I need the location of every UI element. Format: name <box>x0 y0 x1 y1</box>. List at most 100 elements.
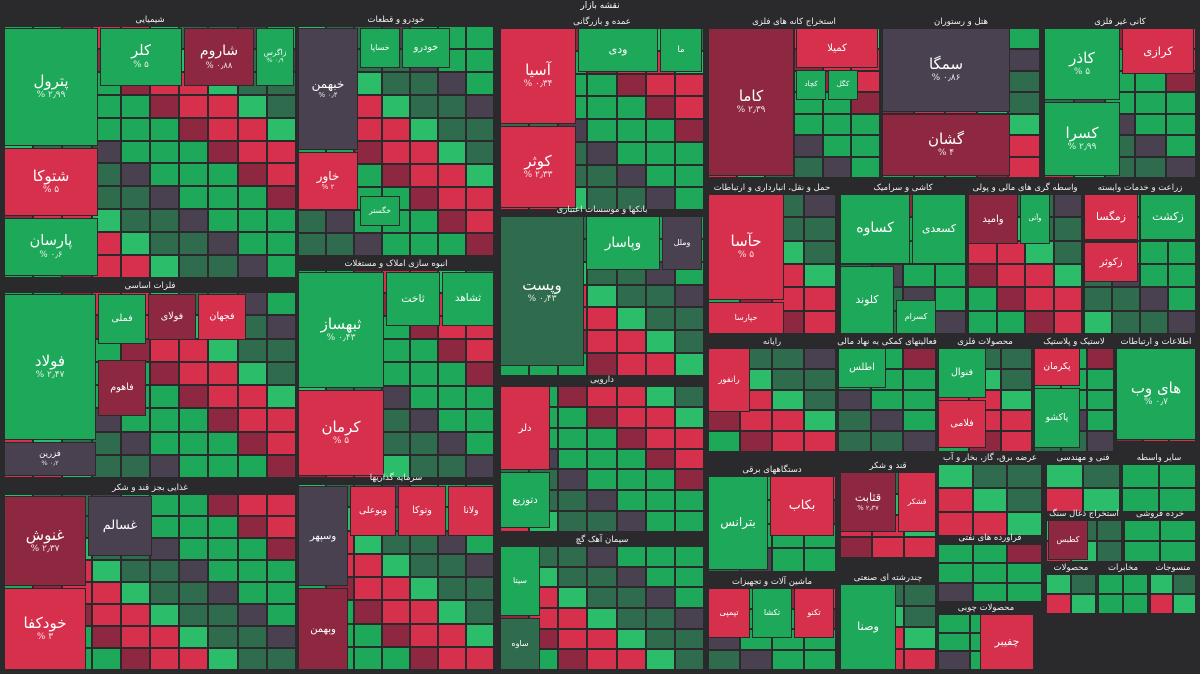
stock-change: ۳ % <box>36 631 54 642</box>
tile-filler <box>616 406 646 428</box>
stock-name: ثشاهد <box>454 292 482 305</box>
stock-tile: وآتی <box>1020 194 1050 244</box>
stock-tile: وسپهر <box>298 486 348 586</box>
tile-filler <box>587 608 617 629</box>
stock-change: ۲٫۳۹ % <box>736 104 766 115</box>
stock-name: غسالم <box>102 517 138 533</box>
tile-filler <box>208 361 238 385</box>
stock-name: خاور <box>316 169 340 184</box>
tile-filler <box>326 210 354 233</box>
tile-filler <box>972 488 1008 512</box>
tile-filler <box>904 648 936 670</box>
tile-filler <box>179 163 209 187</box>
tile-filler <box>772 431 804 452</box>
tile-filler <box>266 494 296 516</box>
tile-filler <box>1168 287 1196 311</box>
stock-tile: کلر ۵ % <box>100 28 182 86</box>
stock-name: پترول <box>33 72 69 91</box>
tile-filler <box>1083 464 1120 488</box>
tile-filler <box>208 338 238 362</box>
tile-filler <box>804 548 836 572</box>
tile-filler <box>838 410 871 432</box>
stock-name: پکرمان <box>1043 360 1071 372</box>
tile-filler <box>968 264 997 288</box>
tile-filler <box>587 73 617 97</box>
tile-filler <box>645 141 675 165</box>
tile-filler <box>120 560 150 582</box>
tile-filler <box>645 96 675 119</box>
tile-filler <box>840 536 872 558</box>
tile-filler <box>466 431 494 455</box>
stock-tile: ثبهساز ۰٫۴۳ % <box>298 272 384 388</box>
stock-tile: کرمان ۵ % <box>298 390 384 476</box>
tile-filler <box>616 608 646 629</box>
tile-filler <box>237 163 267 187</box>
tile-filler <box>120 163 150 187</box>
stock-name: چفیبر <box>994 635 1020 649</box>
tile-filler <box>266 626 296 648</box>
tile-filler <box>179 560 209 582</box>
tile-filler <box>708 431 740 452</box>
tile-filler <box>587 406 617 428</box>
stock-tile: خگستر <box>360 196 400 226</box>
tile-filler <box>208 538 238 560</box>
tile-filler <box>1007 544 1042 564</box>
stock-name: بکاب <box>788 497 816 513</box>
sector-title: حمل و نقل، انبارداری و ارتباطات <box>713 183 831 193</box>
sector-title: مخابرات <box>1107 563 1139 573</box>
stock-change: ۰٫۹ % <box>266 56 284 65</box>
stock-name: اطلس <box>849 361 875 373</box>
tile-filler <box>1007 512 1042 536</box>
sector-title: خرده فروشی <box>1136 509 1184 519</box>
stock-name: زاگرس <box>263 47 287 57</box>
stock-name: وبوعلی <box>359 504 387 516</box>
tile-filler <box>179 94 209 118</box>
tile-filler <box>438 623 466 647</box>
tile-filler <box>382 72 410 95</box>
tile-filler <box>938 651 970 670</box>
tile-filler <box>674 141 704 165</box>
tile-filler <box>674 511 704 532</box>
stock-name: کاذر <box>1069 49 1095 68</box>
tile-filler <box>120 140 150 164</box>
tile-filler <box>616 96 646 119</box>
stock-name: کلوند <box>855 293 879 307</box>
tile-filler <box>587 119 617 142</box>
tile-filler <box>938 464 973 488</box>
tile-filler <box>266 140 296 164</box>
tile-filler <box>438 72 466 95</box>
tile-filler <box>354 72 382 95</box>
tile-filler <box>740 649 772 670</box>
tile-filler <box>674 406 704 428</box>
tile-filler <box>587 353 617 376</box>
tile-filler <box>1025 287 1054 311</box>
stock-tile: خودکفا ۳ % <box>4 588 86 670</box>
tile-filler <box>1008 49 1040 71</box>
stock-tile: فولاد ۲٫۴۷ % <box>4 294 96 440</box>
tile-filler <box>616 164 646 188</box>
tile-filler <box>1135 135 1166 157</box>
tile-filler <box>674 330 704 354</box>
tile-filler <box>438 553 466 577</box>
tile-filler <box>150 454 180 478</box>
stock-tile: خساپا <box>360 28 400 68</box>
tile-filler <box>179 538 209 560</box>
tile-filler <box>1165 135 1196 157</box>
tile-filler <box>150 140 180 164</box>
tile-filler <box>870 389 904 411</box>
tile-filler <box>851 92 880 114</box>
tile-filler <box>120 604 150 626</box>
sector-title: استخراج ذغال سنگ <box>1049 509 1119 519</box>
tile-filler <box>1123 594 1148 614</box>
stock-name: فزرین <box>39 449 61 460</box>
tile-filler <box>1007 464 1042 488</box>
stock-tile: کاما ۲٫۳۹ % <box>708 28 794 176</box>
tile-filler <box>587 566 617 588</box>
tile-filler <box>179 494 209 516</box>
tile-filler <box>1159 464 1196 488</box>
tile-filler <box>466 623 494 647</box>
tile-filler <box>870 410 904 432</box>
stock-name: آسیا <box>525 61 551 80</box>
stock-name: کچاد <box>804 80 818 89</box>
tile-filler <box>150 117 180 141</box>
